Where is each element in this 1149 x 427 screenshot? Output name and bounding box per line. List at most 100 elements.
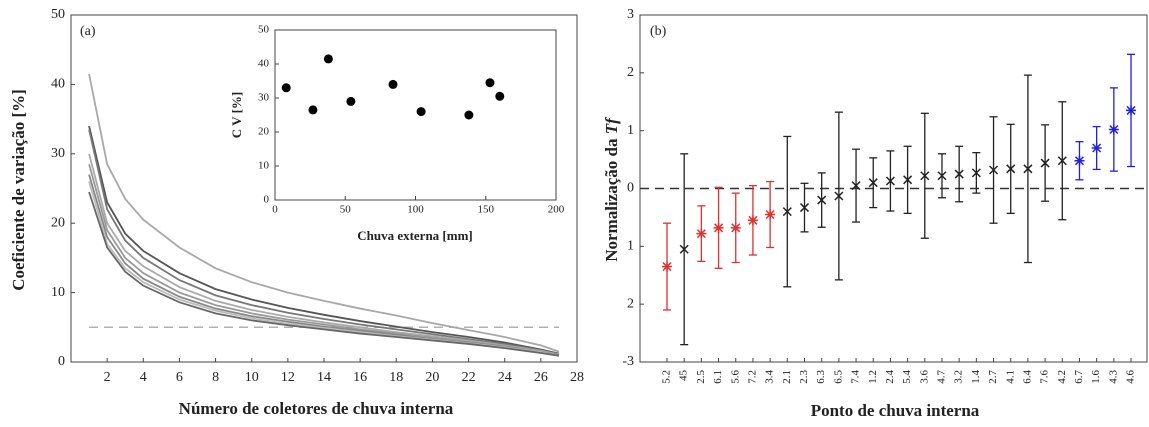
y-axis-label: Coeficiente de variação [%] (9, 89, 28, 291)
x-tick-label: 50 (340, 204, 352, 216)
x-tick-label: 10 (245, 370, 259, 385)
x-tick-label: 2.4 (884, 370, 896, 384)
point (416, 107, 426, 117)
point (464, 110, 474, 120)
panel-label: (a) (80, 24, 96, 39)
marker (989, 165, 999, 175)
marker (920, 171, 930, 181)
marker (713, 222, 724, 233)
marker (662, 261, 672, 272)
x-tick-label: 100 (407, 204, 424, 216)
marker (851, 181, 861, 191)
y-tick-label: 20 (51, 215, 65, 230)
x-tick-label: 20 (425, 370, 439, 385)
marker (1126, 105, 1137, 116)
x-tick-label: 150 (478, 204, 495, 216)
x-axis-label: Ponto de chuva interna (811, 401, 980, 420)
marker (747, 215, 758, 226)
y-axis-label: C V [%] (229, 92, 244, 138)
marker (937, 171, 947, 181)
curve (88, 191, 560, 357)
y-tick-label: 20 (258, 126, 270, 138)
x-tick-label: 2.1 (781, 370, 793, 384)
marker (1040, 158, 1050, 168)
point (485, 78, 495, 88)
y-tick-label: 40 (51, 77, 65, 92)
x-tick-label: 6.1 (712, 370, 724, 384)
y-tick-label: 30 (258, 92, 270, 104)
x-tick-label: 4 (140, 370, 147, 385)
x-tick-label: 1.2 (867, 370, 879, 384)
marker (1006, 164, 1016, 174)
point (346, 96, 356, 106)
x-tick-label: 6.3 (815, 370, 827, 384)
y-tick-label: 10 (51, 285, 65, 300)
x-tick-label: 7.2 (746, 370, 758, 384)
marker (817, 195, 827, 205)
marker (885, 176, 895, 186)
x-tick-label: 2.7 (987, 370, 999, 384)
x-tick-label: 6.4 (1021, 370, 1033, 384)
x-tick-label: 0 (272, 204, 278, 216)
y-axis-label-text: Normalização da (602, 134, 621, 261)
x-tick-label: 6.5 (832, 370, 844, 384)
inset-frame (274, 29, 557, 201)
x-tick-label: 28 (570, 370, 584, 385)
y-axis-label: Normalização da Tf (602, 116, 621, 262)
x-tick-label: 5.6 (729, 370, 741, 384)
x-tick-label: 1.6 (1090, 370, 1102, 384)
x-tick-label: 1.4 (970, 370, 982, 384)
x-tick-label: 18 (389, 370, 403, 385)
marker (1108, 124, 1119, 135)
x-tick-label: 14 (317, 370, 331, 385)
marker (954, 169, 964, 179)
y-tick-label: 0 (264, 194, 270, 206)
x-tick-label: 5.2 (661, 370, 673, 384)
marker (765, 209, 776, 220)
x-tick-label: 8 (212, 370, 219, 385)
x-tick-label: 45 (678, 370, 690, 382)
y-tick-label: 3 (627, 7, 634, 22)
x-axis-label: Número de coletores de chuva interna (179, 399, 454, 418)
x-tick-label: 5.4 (901, 370, 913, 384)
x-tick-label: 3.4 (764, 370, 776, 384)
x-tick-label: 2 (104, 370, 111, 385)
y-tick-label: 0 (58, 354, 65, 369)
marker (730, 222, 741, 233)
marker (1091, 143, 1102, 154)
x-tick-label: 22 (462, 370, 476, 385)
x-tick-label: 4.1 (1004, 370, 1016, 384)
x-tick-label: 200 (548, 204, 565, 216)
marker (799, 203, 810, 213)
y-tick-label: 10 (258, 160, 270, 172)
x-tick-label: 4.2 (1056, 370, 1068, 384)
x-tick-label: 6 (176, 370, 183, 385)
curve (88, 129, 560, 356)
x-tick-label: 7.6 (1039, 370, 1051, 384)
x-tick-label: 6.7 (1073, 370, 1085, 384)
x-tick-label: 4.7 (936, 370, 948, 384)
x-tick-label: 7.4 (850, 370, 862, 384)
y-axis-label-symbol: Tf (602, 116, 621, 134)
marker (971, 168, 981, 178)
x-tick-label: 4.3 (1107, 370, 1119, 384)
marker (696, 228, 707, 239)
x-tick-label: 24 (498, 370, 512, 385)
x-tick-label: 4.6 (1125, 370, 1137, 384)
x-tick-label: 26 (534, 370, 548, 385)
point (308, 105, 318, 115)
marker (1074, 155, 1085, 166)
x-axis-label: Chuva externa [mm] (357, 228, 473, 243)
x-tick-label: 2.3 (798, 370, 810, 384)
panel-label: (b) (650, 24, 667, 39)
point (495, 91, 505, 101)
curve (88, 153, 560, 356)
y-tick-label: 50 (51, 7, 65, 22)
marker (1057, 156, 1067, 166)
y-tick-label: -3 (622, 354, 634, 369)
marker (868, 178, 878, 188)
x-tick-label: 16 (353, 370, 367, 385)
y-tick-label: 30 (51, 146, 65, 161)
x-tick-label: 2.5 (695, 370, 707, 384)
